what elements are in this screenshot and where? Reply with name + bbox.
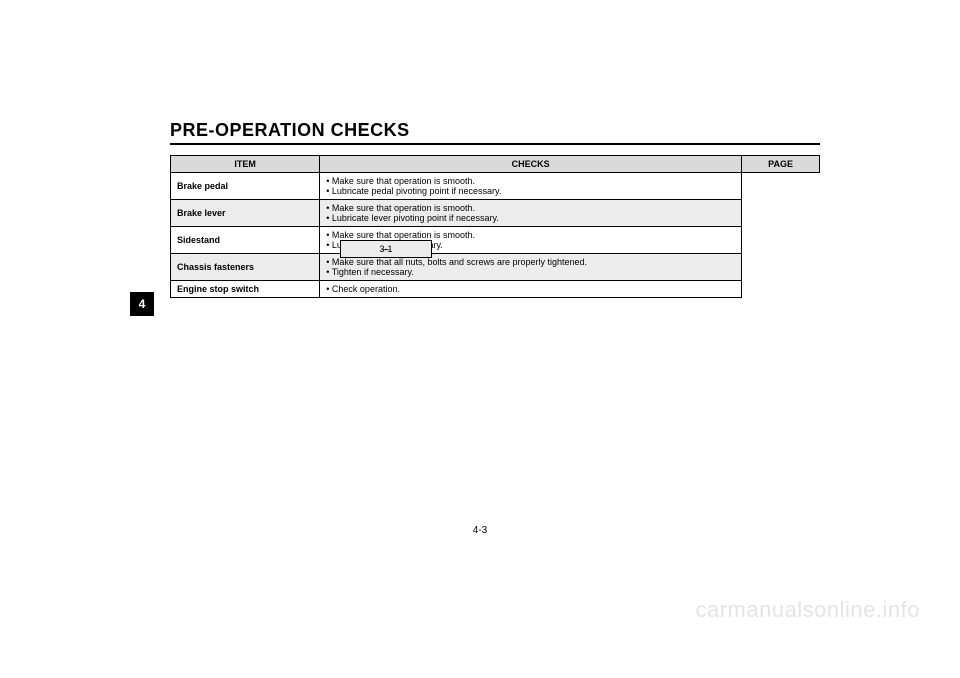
check-line: • Make sure that operation is smooth. bbox=[326, 176, 735, 186]
cell-page: 3-1 bbox=[340, 240, 432, 258]
table-row: Sidestand • Make sure that operation is … bbox=[171, 227, 820, 254]
cell-item: Brake pedal bbox=[171, 173, 320, 200]
page-number: 4-3 bbox=[0, 525, 960, 536]
col-header-page: PAGE bbox=[742, 156, 820, 173]
table-row: Engine stop switch • Check operation. 3-… bbox=[171, 281, 820, 298]
table-header-row: ITEM CHECKS PAGE bbox=[171, 156, 820, 173]
check-line: • Make sure that operation is smooth. bbox=[326, 203, 735, 213]
check-line: • Make sure that all nuts, bolts and scr… bbox=[326, 257, 735, 267]
cell-checks: • Make sure that operation is smooth. • … bbox=[320, 200, 742, 227]
check-line: • Check operation. bbox=[326, 284, 735, 294]
cell-item: Sidestand bbox=[171, 227, 320, 254]
checks-table: ITEM CHECKS PAGE Brake pedal • Make sure… bbox=[170, 155, 820, 298]
cell-item: Engine stop switch bbox=[171, 281, 320, 298]
cell-item: Brake lever bbox=[171, 200, 320, 227]
page-title: PRE-OPERATION CHECKS bbox=[170, 120, 820, 145]
cell-item: Chassis fasteners bbox=[171, 254, 320, 281]
table-row: Brake lever • Make sure that operation i… bbox=[171, 200, 820, 227]
table-row: Chassis fasteners • Make sure that all n… bbox=[171, 254, 820, 281]
section-tab: 4 bbox=[130, 292, 154, 316]
cell-checks: • Make sure that operation is smooth. • … bbox=[320, 173, 742, 200]
check-line: • Make sure that operation is smooth. bbox=[326, 230, 735, 240]
cell-checks: • Check operation. bbox=[320, 281, 742, 298]
check-line: • Lubricate lever pivoting point if nece… bbox=[326, 213, 735, 223]
col-header-checks: CHECKS bbox=[320, 156, 742, 173]
check-line: • Tighten if necessary. bbox=[326, 267, 735, 277]
table-row: Brake pedal • Make sure that operation i… bbox=[171, 173, 820, 200]
col-header-item: ITEM bbox=[171, 156, 320, 173]
manual-page: PRE-OPERATION CHECKS ITEM CHECKS PAGE Br… bbox=[170, 120, 820, 298]
check-line: • Lubricate pedal pivoting point if nece… bbox=[326, 186, 735, 196]
watermark-text: carmanualsonline.info bbox=[695, 597, 920, 623]
